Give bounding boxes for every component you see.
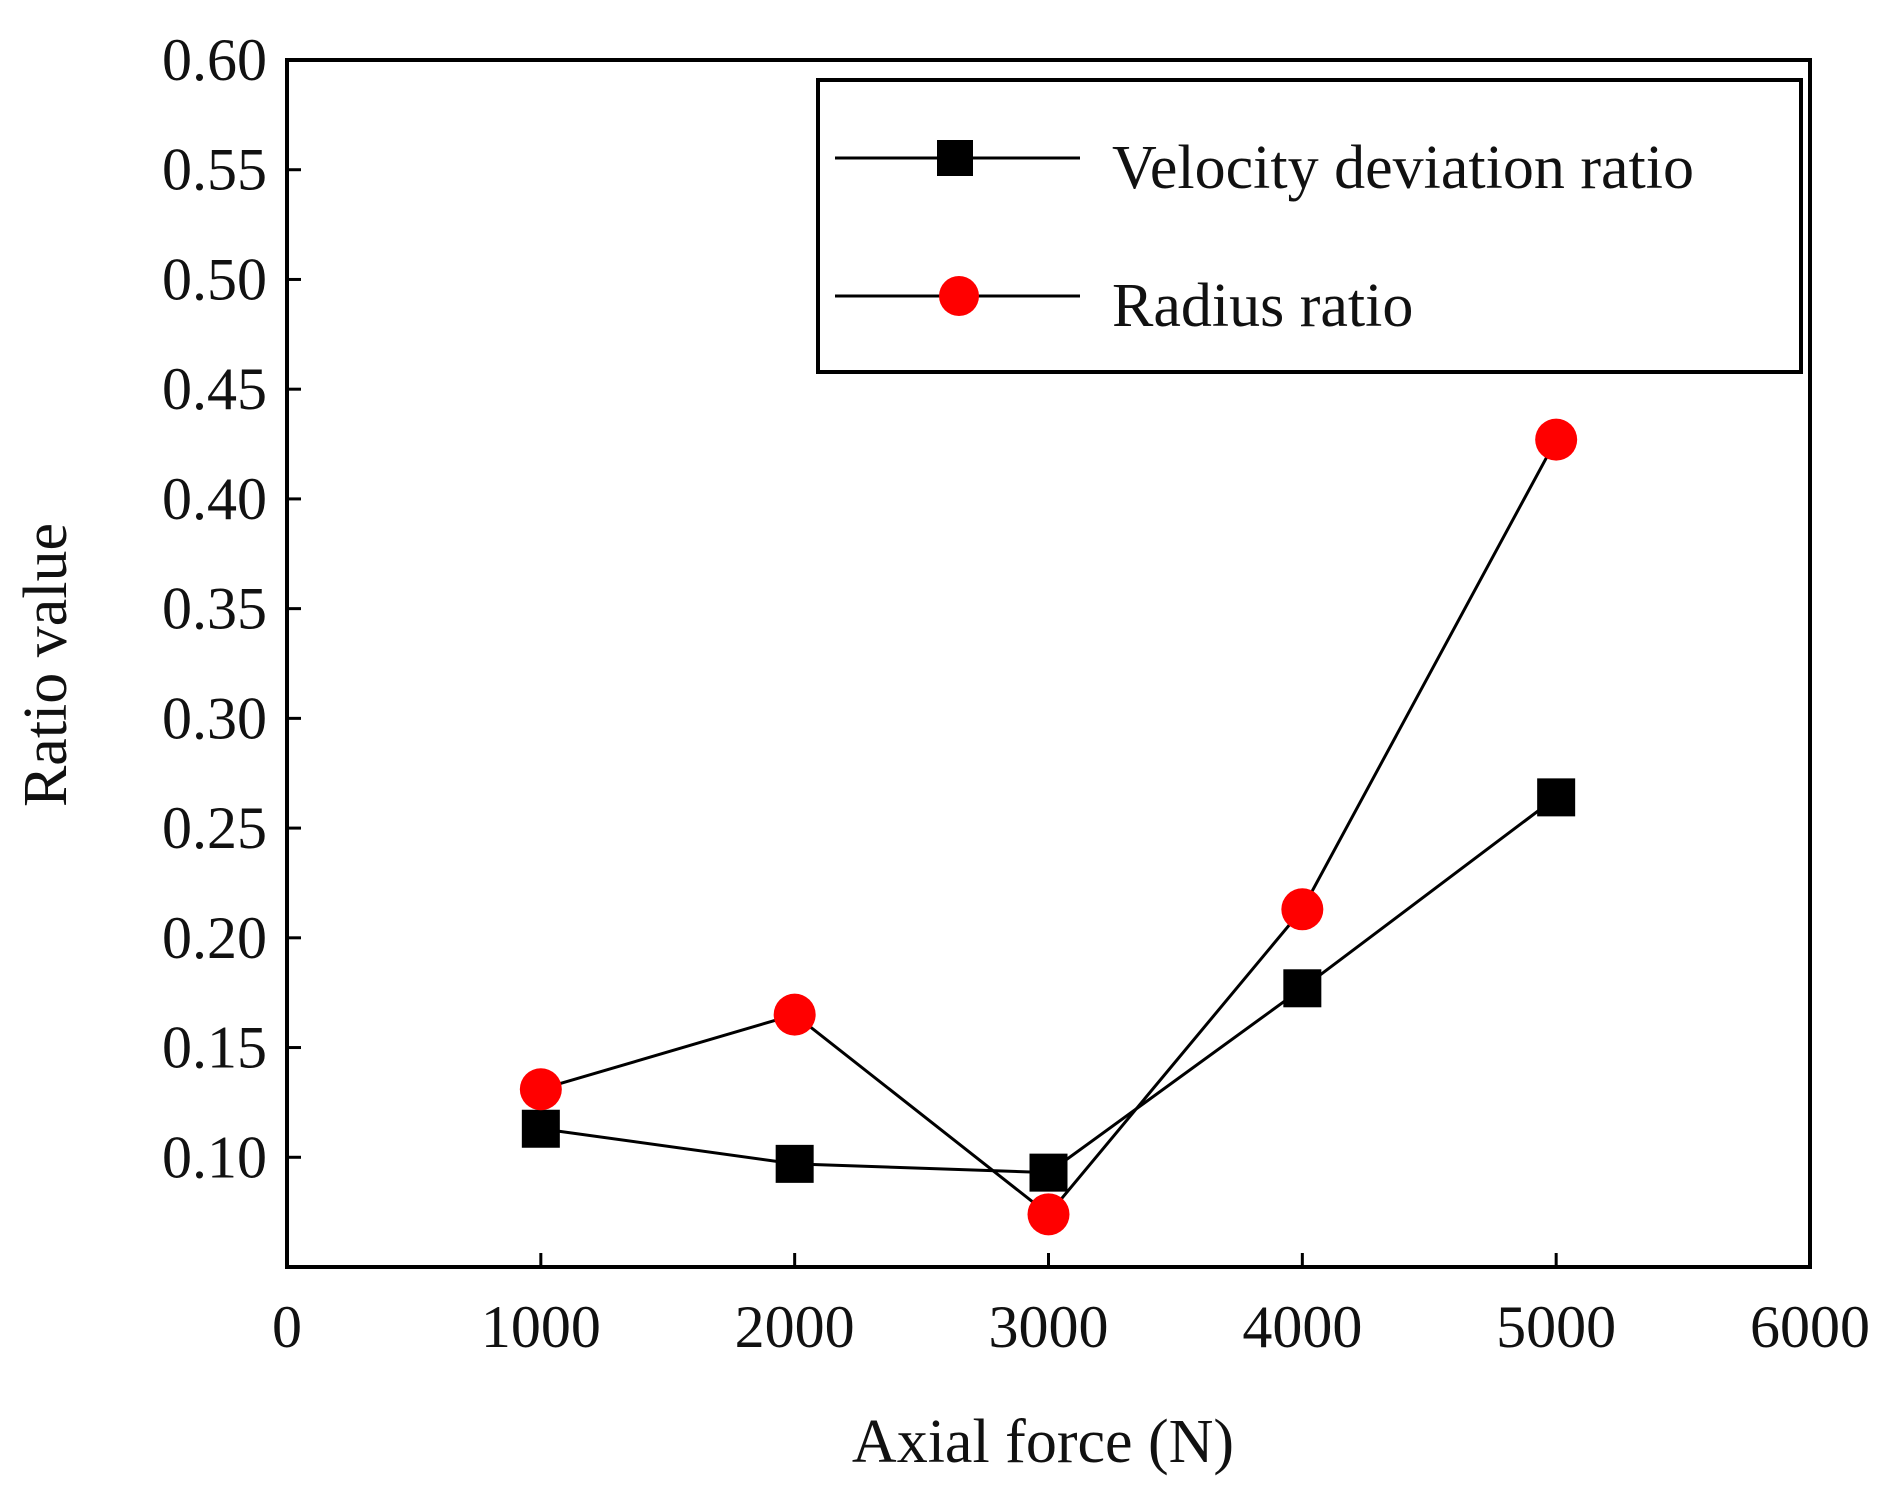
data-point-velocity-deviation-ratio bbox=[521, 1109, 560, 1148]
y-tick-label: 0.10 bbox=[162, 1124, 267, 1190]
x-tick-label: 1000 bbox=[481, 1294, 601, 1360]
data-point-radius-ratio bbox=[1281, 888, 1324, 931]
x-tick-label: 4000 bbox=[1242, 1294, 1362, 1360]
legend-box bbox=[816, 78, 1803, 374]
legend-label-radius: Radius ratio bbox=[1112, 272, 1413, 340]
legend-square-marker bbox=[937, 140, 973, 176]
legend-item-radius-ratio: Radius ratio bbox=[835, 272, 1413, 340]
y-tick-label: 0.30 bbox=[162, 685, 267, 751]
y-tick-label: 0.60 bbox=[162, 27, 267, 93]
y-tick-label: 0.40 bbox=[162, 466, 267, 532]
y-axis-title: Ratio value bbox=[12, 523, 80, 807]
legend-circle-marker bbox=[939, 276, 979, 316]
data-point-velocity-deviation-ratio bbox=[775, 1144, 814, 1183]
series-markers bbox=[519, 418, 1578, 1236]
data-point-radius-ratio bbox=[773, 993, 816, 1036]
data-point-radius-ratio bbox=[1027, 1193, 1070, 1236]
x-tick-label: 0 bbox=[272, 1294, 302, 1360]
x-tick-label: 3000 bbox=[989, 1294, 1109, 1360]
x-tick-label: 2000 bbox=[735, 1294, 855, 1360]
x-axis: 0 1000 2000 3000 4000 5000 6000 bbox=[272, 1253, 1870, 1360]
y-tick-label: 0.15 bbox=[162, 1015, 267, 1081]
y-axis: 0.10 0.15 0.20 0.25 0.30 0.35 0.40 0.45 0.50 0.55… bbox=[162, 27, 301, 1190]
data-point-radius-ratio bbox=[1535, 418, 1578, 461]
x-axis-title: Axial force (N) bbox=[852, 1408, 1234, 1476]
y-tick-label: 0.45 bbox=[162, 356, 267, 422]
y-tick-label: 0.50 bbox=[162, 246, 267, 312]
legend-item-velocity-deviation-ratio: Velocity deviation ratio bbox=[835, 134, 1694, 202]
y-tick-label: 0.20 bbox=[162, 905, 267, 971]
data-point-velocity-deviation-ratio bbox=[1029, 1153, 1068, 1192]
y-tick-label: 0.25 bbox=[162, 795, 267, 861]
legend: Velocity deviation ratio Radius ratio bbox=[816, 78, 1803, 374]
y-tick-label: 0.55 bbox=[162, 137, 267, 203]
data-point-velocity-deviation-ratio bbox=[1537, 778, 1576, 817]
x-tick-label: 6000 bbox=[1750, 1294, 1870, 1360]
data-point-radius-ratio bbox=[519, 1068, 562, 1111]
x-tick-label: 5000 bbox=[1496, 1294, 1616, 1360]
legend-label-velocity: Velocity deviation ratio bbox=[1112, 134, 1694, 202]
data-point-velocity-deviation-ratio bbox=[1283, 969, 1322, 1008]
y-tick-label: 0.35 bbox=[162, 576, 267, 642]
